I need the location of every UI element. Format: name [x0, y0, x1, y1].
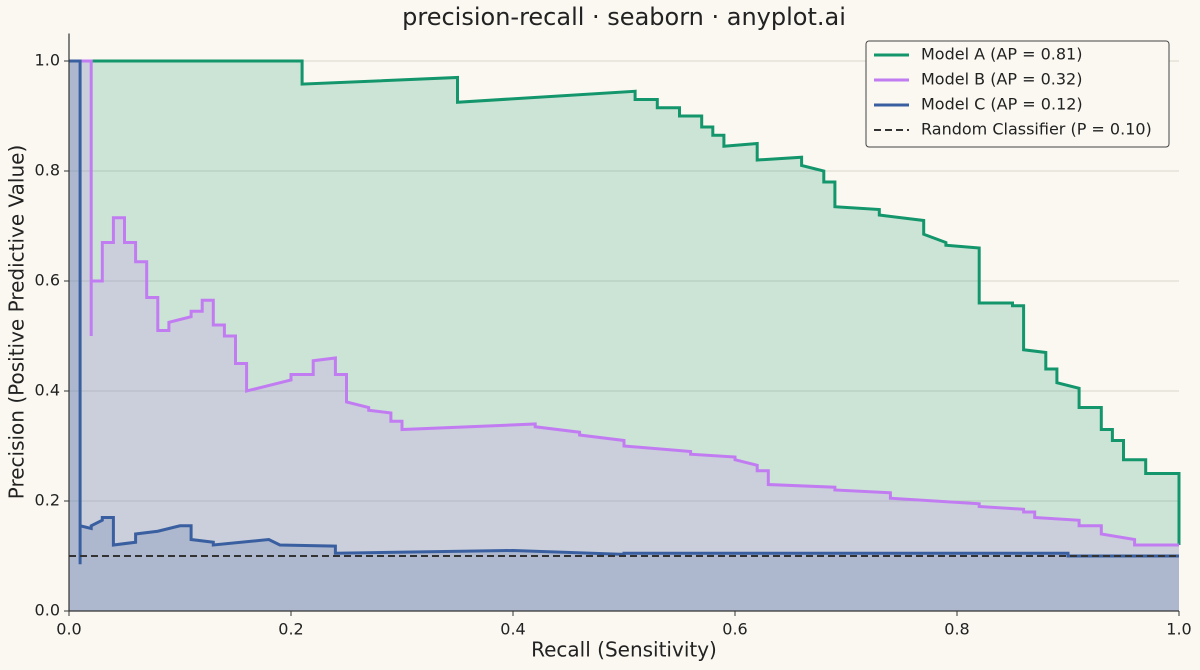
x-tick-label: 0.8 — [944, 620, 969, 639]
y-axis-label: Precision (Positive Predictive Value) — [5, 145, 29, 500]
line — [69, 59, 1179, 565]
x-tick-label: 0.2 — [278, 620, 303, 639]
y-tick-label: 0.6 — [35, 271, 60, 290]
x-tick-label: 0.4 — [500, 620, 525, 639]
chart-title: precision-recall · seaborn · anyplot.ai — [402, 3, 846, 31]
line — [69, 59, 1179, 547]
area — [69, 61, 1179, 611]
legend-label: Model C (AP = 0.12) — [921, 95, 1083, 114]
line — [69, 59, 1181, 545]
x-axis-label: Recall (Sensitivity) — [531, 638, 717, 662]
x-tick-label: 0.0 — [56, 620, 81, 639]
x-tick-label: 0.6 — [722, 620, 747, 639]
legend-label: Random Classifier (P = 0.10) — [921, 120, 1152, 139]
y-tick-label: 0.0 — [35, 601, 60, 620]
y-tick-label: 1.0 — [35, 51, 60, 70]
legend-label: Model B (AP = 0.32) — [921, 70, 1082, 89]
x-tick-label: 1.0 — [1166, 620, 1191, 639]
legend-label: Model A (AP = 0.81) — [921, 45, 1082, 64]
y-tick-label: 0.4 — [35, 381, 60, 400]
y-tick-label: 0.2 — [35, 491, 60, 510]
legend-box — [865, 40, 1170, 148]
legend: Model A (AP = 0.81) Model B (AP = 0.32) Mo… — [865, 40, 1170, 148]
y-tick-label: 0.8 — [35, 161, 60, 180]
area — [69, 61, 1179, 611]
